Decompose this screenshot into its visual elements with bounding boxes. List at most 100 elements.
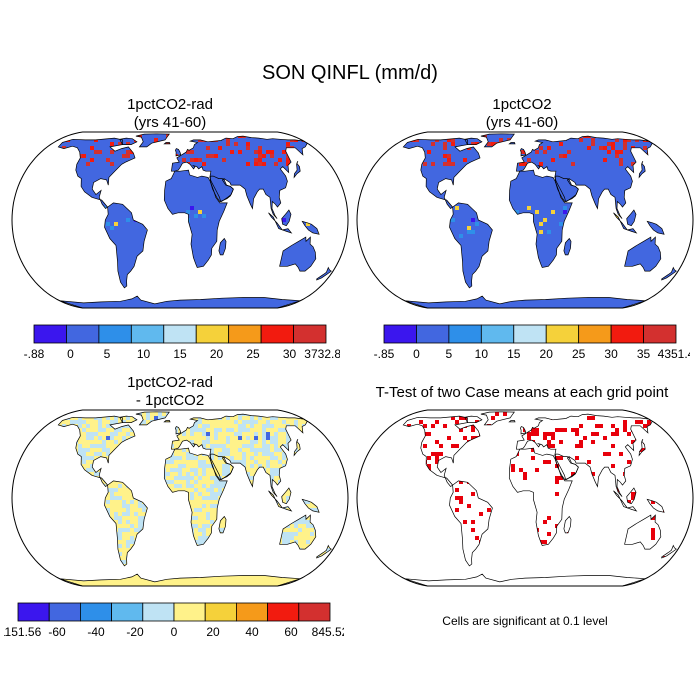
land-africa xyxy=(509,170,573,268)
coast-japan xyxy=(293,438,301,457)
colorbar2-swatch-6 xyxy=(578,324,612,344)
colorbar3-label-1: -60 xyxy=(48,625,66,639)
coast-indonesia xyxy=(268,490,293,512)
p4-land xyxy=(403,411,677,586)
colorbar2-swatch-7 xyxy=(610,324,644,344)
colorbar3-label-7: 60 xyxy=(284,625,298,639)
colorbar2-swatch-3 xyxy=(480,324,515,344)
colorbar1-label-5: 20 xyxy=(210,347,224,361)
land-new-guinea xyxy=(647,221,665,235)
panel3-title-line2: - 1pctCO2 xyxy=(135,392,205,409)
coast-new-guinea xyxy=(301,498,320,513)
coast-japan xyxy=(638,438,646,457)
colorbar3-label-6: 40 xyxy=(245,625,259,639)
colorbar-panel1: -.88 0 5 10 15 20 25 30 3732.83 xyxy=(24,324,340,361)
colorbar3-label-8: 845.52 xyxy=(312,625,344,639)
land-south-america xyxy=(449,480,493,566)
land-australia xyxy=(279,237,316,272)
coast-new-zealand xyxy=(661,544,677,559)
panel1-title: 1pctCO2-rad (yrs 41-60) xyxy=(40,96,300,132)
colorbar2-swatch-0 xyxy=(383,324,417,344)
colorbar1-swatch-2 xyxy=(98,324,132,344)
coast-indonesia xyxy=(268,212,293,234)
p4-map-border xyxy=(356,409,694,587)
colorbar2-label-3: 10 xyxy=(475,347,489,361)
coast-eurasia xyxy=(170,413,308,497)
colorbar3-swatch-8 xyxy=(267,602,300,622)
land-borneo xyxy=(626,210,636,226)
colorbar-panel2: -.85 0 5 10 15 20 25 30 35 4351.4 xyxy=(374,324,690,361)
coast-indonesia xyxy=(613,212,638,234)
coast-new-guinea xyxy=(646,498,665,513)
p2-coastlines xyxy=(402,133,677,309)
land-north-america xyxy=(403,416,480,487)
colorbar3-swatch-6 xyxy=(204,602,237,622)
coast-australia xyxy=(279,514,317,550)
colorbar2-swatch-4 xyxy=(513,324,547,344)
coast-arabia xyxy=(209,453,234,480)
colorbar1-label-3: 10 xyxy=(137,347,151,361)
colorbar2-swatch-1 xyxy=(416,324,450,344)
panel2-title: 1pctCO2 (yrs 41-60) xyxy=(392,96,652,132)
coast-north-america xyxy=(57,137,136,209)
colorbar3-label-0: -1151.56 xyxy=(4,625,42,639)
colorbar3-swatch-3 xyxy=(111,602,144,622)
land-new-guinea xyxy=(647,499,665,513)
p1-map-border xyxy=(11,131,349,309)
land-north-america xyxy=(58,138,135,209)
coast-greenland xyxy=(135,133,170,148)
coast-new-guinea xyxy=(646,220,665,235)
coast-eurasia xyxy=(515,135,653,219)
coast-uk xyxy=(520,148,527,157)
coast-north-america xyxy=(402,137,481,209)
colorbar2-swatch-2 xyxy=(448,324,482,344)
coast-borneo xyxy=(281,209,292,227)
coast-north-america xyxy=(57,415,136,487)
colorbar1-swatch-5 xyxy=(195,324,230,344)
colorbar1-swatch-3 xyxy=(130,324,165,344)
coast-south-america xyxy=(449,202,493,289)
colorbar2-label-6: 25 xyxy=(572,347,586,361)
p4-coastlines xyxy=(402,411,677,587)
coast-borneo xyxy=(626,487,637,505)
p1-land xyxy=(58,133,332,308)
coast-greenland xyxy=(135,411,170,426)
coast-australia xyxy=(279,236,317,272)
coast-australia xyxy=(624,514,662,550)
land-baffin xyxy=(119,138,137,145)
colorbar1-label-2: 5 xyxy=(104,347,111,361)
p3-land xyxy=(58,411,332,586)
coast-eurasia xyxy=(515,413,653,497)
map-panel-1pctco2-rad xyxy=(11,131,349,309)
p3-map-border xyxy=(11,409,349,587)
colorbar1-label-6: 25 xyxy=(246,347,260,361)
coast-madagascar xyxy=(218,237,227,256)
panel3-title: 1pctCO2-rad - 1pctCO2 xyxy=(40,374,300,410)
land-australia xyxy=(624,515,661,550)
land-greenland xyxy=(135,133,170,147)
colorbar3-label-3: -20 xyxy=(126,625,144,639)
coast-madagascar xyxy=(563,237,572,256)
coast-uk xyxy=(520,426,527,435)
p2-land xyxy=(403,133,677,308)
panel2-title-line1: 1pctCO2 xyxy=(492,96,552,113)
colorbar1-label-4: 15 xyxy=(173,347,187,361)
coast-baffin xyxy=(464,137,483,145)
land-south-america xyxy=(449,202,493,288)
figure-title: SON QINFL (mm/d) xyxy=(262,62,438,84)
coast-north-america xyxy=(402,415,481,487)
colorbar1-label-7: 30 xyxy=(283,347,297,361)
colorbar2-label-7: 30 xyxy=(604,347,618,361)
colorbar3-label-2: -40 xyxy=(87,625,105,639)
land-north-america xyxy=(403,138,480,209)
colorbar-panel3: -1151.56 -60 -40 -20 0 20 40 60 845.52 xyxy=(4,602,344,639)
map-panel-difference xyxy=(11,409,349,587)
coast-south-america xyxy=(104,480,148,567)
coast-south-america xyxy=(104,202,148,289)
land-new-guinea xyxy=(302,221,320,235)
p3-coastlines xyxy=(57,411,332,587)
colorbar3-swatch-2 xyxy=(80,602,113,622)
land-south-america xyxy=(104,202,148,288)
colorbar3-label-5: 20 xyxy=(206,625,220,639)
colorbar2-swatch-8 xyxy=(643,324,677,344)
